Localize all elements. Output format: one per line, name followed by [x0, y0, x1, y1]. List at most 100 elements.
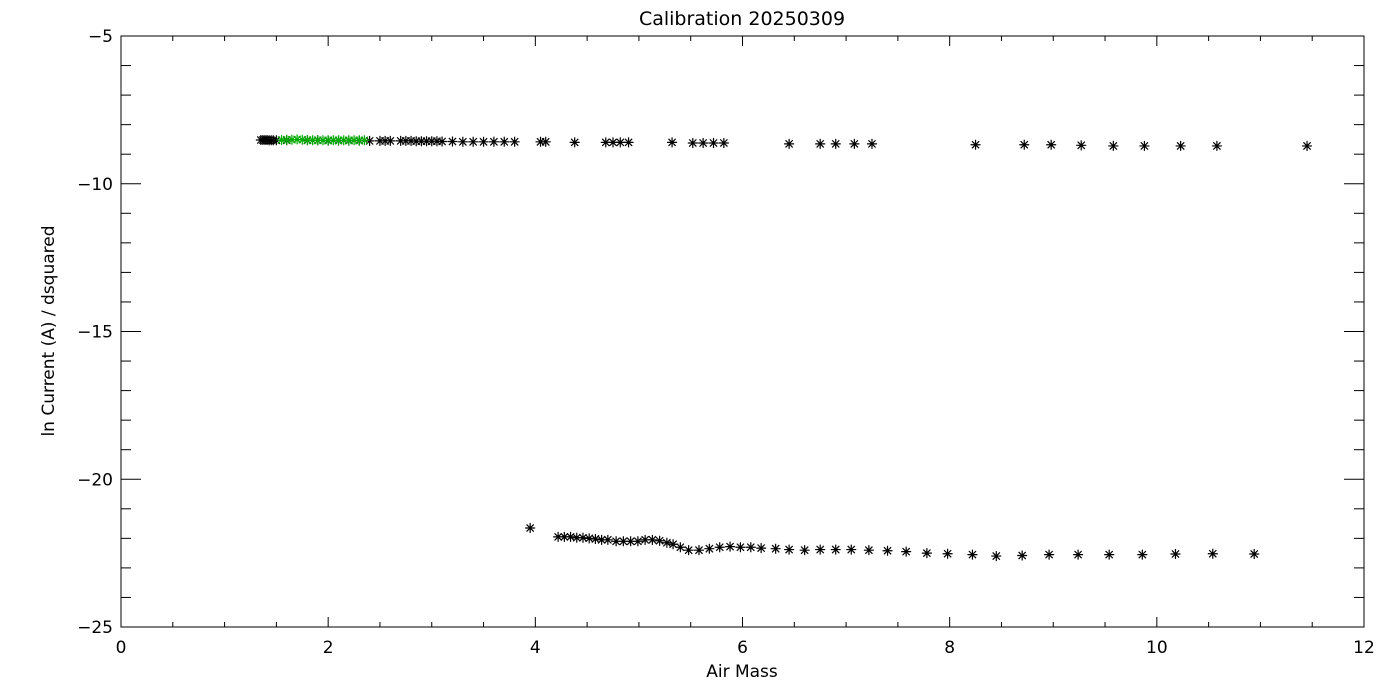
y-tick-label: −20	[77, 470, 113, 490]
data-point	[714, 542, 725, 553]
data-point	[385, 135, 396, 146]
data-point	[302, 135, 313, 146]
data-point	[380, 135, 391, 146]
data-point	[1044, 549, 1055, 560]
data-point	[338, 135, 349, 146]
data-point	[400, 135, 411, 146]
data-point	[577, 532, 588, 543]
data-point	[1137, 549, 1148, 560]
x-tick-label: 10	[1146, 638, 1168, 658]
data-point	[1017, 550, 1028, 561]
data-point	[590, 533, 601, 544]
data-points	[255, 134, 1313, 562]
data-point	[297, 134, 308, 145]
data-point	[882, 545, 893, 556]
y-tick-label: −5	[88, 27, 113, 47]
data-point	[784, 544, 795, 555]
data-point	[991, 551, 1002, 562]
data-point	[611, 536, 622, 547]
data-point	[770, 543, 781, 554]
x-tick-label: 8	[944, 638, 955, 658]
data-point	[784, 138, 795, 149]
data-point	[488, 136, 499, 147]
data-point	[596, 534, 607, 545]
data-point	[571, 532, 582, 543]
data-point	[632, 536, 643, 547]
data-point	[735, 542, 746, 553]
data-point	[569, 137, 580, 148]
data-point	[830, 544, 841, 555]
data-point	[447, 136, 458, 147]
data-point	[756, 543, 767, 554]
data-point	[1104, 549, 1115, 560]
data-point	[281, 134, 292, 145]
data-point	[1207, 548, 1218, 559]
data-point	[687, 137, 698, 148]
data-point	[815, 544, 826, 555]
y-tick-label: −25	[77, 618, 113, 638]
data-point	[718, 137, 729, 148]
series-2	[525, 523, 1260, 562]
data-point	[584, 533, 595, 544]
data-point	[525, 523, 536, 534]
data-point	[1108, 140, 1119, 151]
data-point	[866, 138, 877, 149]
data-point	[623, 137, 634, 148]
data-point	[654, 535, 665, 546]
data-point	[661, 537, 672, 548]
axis-tick-labels: 0 2 4 6 8 10 12 −25 −20 −15 −10 −5	[77, 27, 1375, 658]
data-point	[967, 549, 978, 560]
data-point	[374, 135, 385, 146]
data-point	[618, 536, 629, 547]
data-point	[1019, 139, 1030, 150]
data-point	[1046, 139, 1057, 150]
data-point	[437, 136, 448, 147]
x-tick-label: 6	[737, 638, 748, 658]
y-tick-label: −10	[77, 175, 113, 195]
data-point	[292, 134, 303, 145]
data-point	[846, 544, 857, 555]
data-point	[1076, 140, 1087, 151]
data-point	[416, 136, 427, 147]
data-point	[509, 136, 520, 147]
data-point	[1073, 549, 1084, 560]
data-point	[1249, 549, 1260, 560]
x-tick-label: 2	[323, 638, 334, 658]
series-0	[255, 135, 1313, 151]
data-point	[499, 136, 510, 147]
data-point	[333, 135, 344, 146]
axis-ticks	[120, 35, 1365, 628]
y-tick-label: −15	[77, 323, 113, 343]
data-point	[559, 531, 570, 542]
data-point	[745, 542, 756, 553]
data-point	[921, 548, 932, 559]
data-point	[1302, 140, 1313, 151]
data-point	[395, 135, 406, 146]
data-point	[478, 136, 489, 147]
data-point	[704, 543, 715, 554]
data-point	[276, 135, 287, 146]
data-point	[815, 138, 826, 149]
data-point	[535, 136, 546, 147]
data-point	[667, 137, 678, 148]
data-point	[725, 541, 736, 552]
data-point	[600, 137, 611, 148]
data-point	[693, 545, 704, 556]
data-point	[312, 135, 323, 146]
data-point	[608, 137, 619, 148]
data-point	[328, 135, 339, 146]
data-point	[640, 534, 651, 545]
data-point	[849, 138, 860, 149]
data-point	[1175, 140, 1186, 151]
data-point	[540, 136, 551, 147]
data-point	[625, 536, 636, 547]
data-point	[411, 136, 422, 147]
data-point	[799, 545, 810, 556]
data-point	[830, 138, 841, 149]
data-point	[942, 548, 953, 559]
data-point	[675, 542, 686, 553]
plot-frame	[120, 35, 1365, 628]
data-point	[343, 135, 354, 146]
